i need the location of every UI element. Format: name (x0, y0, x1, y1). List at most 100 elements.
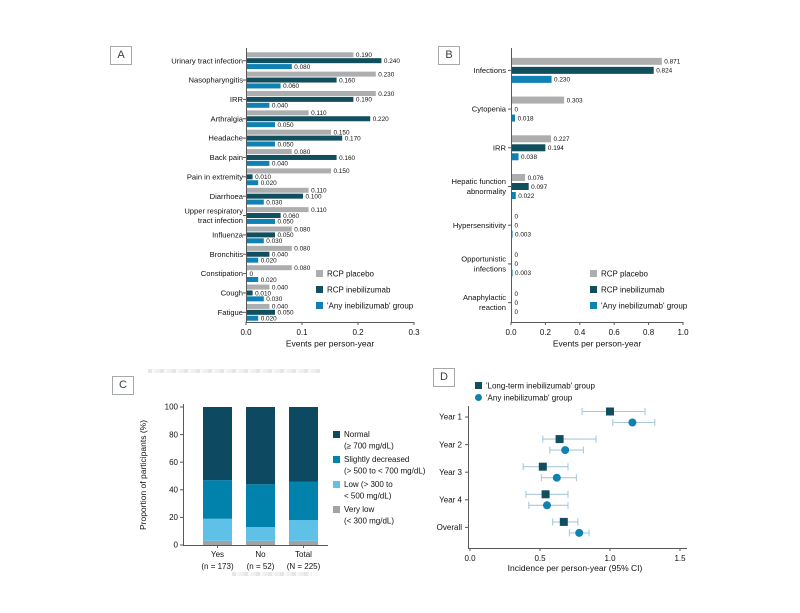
x-category-sublabel: (n = 52) (247, 562, 275, 571)
stack-segment (246, 527, 275, 541)
legend-swatch (333, 456, 340, 463)
category-label: Pain in extremity (187, 172, 243, 181)
value-label: 0.030 (266, 238, 282, 245)
category-label: infections (474, 265, 506, 274)
value-label: 0.060 (283, 213, 299, 220)
legend-label: RCP placebo (601, 270, 649, 279)
legend-square-icon (475, 382, 482, 389)
bar (247, 303, 270, 309)
stack-segment (203, 540, 232, 545)
category-label: reaction (479, 303, 506, 312)
legend-swatch (590, 270, 597, 277)
stack-segment (246, 540, 275, 545)
value-label: 0.230 (378, 71, 394, 78)
bar (247, 213, 281, 219)
category-label: Nasopharyngitis (189, 76, 244, 85)
value-label: 0.150 (334, 168, 350, 175)
legend-label: (> 500 to < 700 mg/dL) (344, 467, 426, 476)
bar (247, 309, 275, 315)
value-label: 0 (250, 271, 254, 278)
x-tick-label: 0.6 (609, 328, 621, 337)
category-label: Headache (208, 134, 243, 143)
faded-figure-title (148, 369, 320, 373)
panel-b: B Infections 0.871 0.824 0.230 Cytopenia 0.30… (430, 38, 700, 356)
value-label: 0.018 (518, 115, 534, 122)
value-label: 0.080 (294, 149, 310, 156)
bar (247, 110, 309, 116)
y-axis-label: Proportion of participants (%) (138, 420, 148, 530)
bar (247, 160, 270, 166)
value-label: 0.110 (311, 188, 327, 195)
x-tick-label: 0.2 (540, 328, 552, 337)
bar (247, 180, 259, 186)
bar (247, 265, 292, 271)
x-tick-label: 1.0 (604, 554, 616, 563)
category-label: Cough (221, 289, 243, 298)
value-label: 0.030 (266, 199, 282, 206)
x-tick-label: 0.0 (240, 328, 252, 337)
value-label: 0.170 (345, 135, 361, 142)
x-axis-label: Events per person-year (553, 339, 642, 349)
y-tick-label: 20 (169, 513, 178, 522)
x-category-sublabel: (n = 173) (201, 562, 234, 571)
y-tick-label: 60 (169, 458, 178, 467)
panel-b-label: B (438, 46, 460, 65)
legend-swatch (333, 431, 340, 438)
value-label: 0.050 (278, 219, 294, 226)
legend-label: (≥ 700 mg/dL) (344, 442, 394, 451)
value-label: 0 (515, 223, 519, 230)
bar (247, 135, 343, 141)
value-label: 0.010 (255, 174, 271, 181)
marker-circle (552, 473, 561, 482)
value-label: 0.110 (311, 110, 327, 117)
value-label: 0.097 (531, 184, 547, 191)
value-label: 0.160 (339, 155, 355, 162)
legend-swatch (333, 506, 340, 513)
legend-label: Low (> 300 to (344, 480, 393, 489)
marker-circle (575, 528, 584, 537)
bar (247, 154, 337, 160)
bar (247, 207, 309, 213)
value-label: 0.050 (278, 141, 294, 148)
value-label: 0.010 (255, 290, 271, 297)
marker-square (538, 462, 547, 471)
x-axis-label: Events per person-year (286, 339, 375, 349)
x-category-label: Total (295, 550, 312, 559)
marker-square (606, 407, 614, 416)
bar (247, 232, 275, 238)
legend-circle-icon (475, 394, 482, 401)
marker-circle (628, 418, 637, 427)
value-label: 0.080 (294, 246, 310, 253)
bar (247, 64, 292, 70)
value-label: 0 (515, 300, 519, 307)
value-label: 0.871 (664, 59, 680, 66)
marker-square (555, 435, 564, 444)
panel-d-label: D (433, 368, 455, 387)
value-label: 0.230 (554, 77, 570, 84)
legend-swatch (590, 302, 597, 309)
value-label: 0.303 (567, 97, 583, 104)
bar (247, 168, 331, 174)
category-label: abnormality (467, 187, 506, 196)
legend-label: 'Any inebilizumab' group (486, 394, 573, 403)
category-label: Hepatic function (452, 177, 506, 186)
x-tick-label: 0.3 (408, 328, 420, 337)
value-label: 0.824 (656, 68, 672, 75)
legend-label: 'Long-term inebilizumab' group (486, 382, 595, 391)
bar (247, 96, 354, 102)
bar (247, 52, 354, 58)
value-label: 0.020 (261, 316, 277, 323)
x-tick-label: 0.5 (534, 554, 546, 563)
bar (247, 141, 275, 147)
value-label: 0.003 (515, 232, 531, 239)
value-label: 0.080 (294, 265, 310, 272)
stack-segment (289, 540, 318, 545)
y-tick-label: 40 (169, 486, 178, 495)
value-label: 0.100 (306, 193, 322, 200)
bar (247, 116, 371, 122)
marker-square (559, 517, 568, 526)
x-axis-label: Incidence per person-year (95% CI) (508, 563, 643, 573)
bar (512, 96, 565, 104)
bar (247, 187, 309, 193)
bar (247, 71, 376, 77)
